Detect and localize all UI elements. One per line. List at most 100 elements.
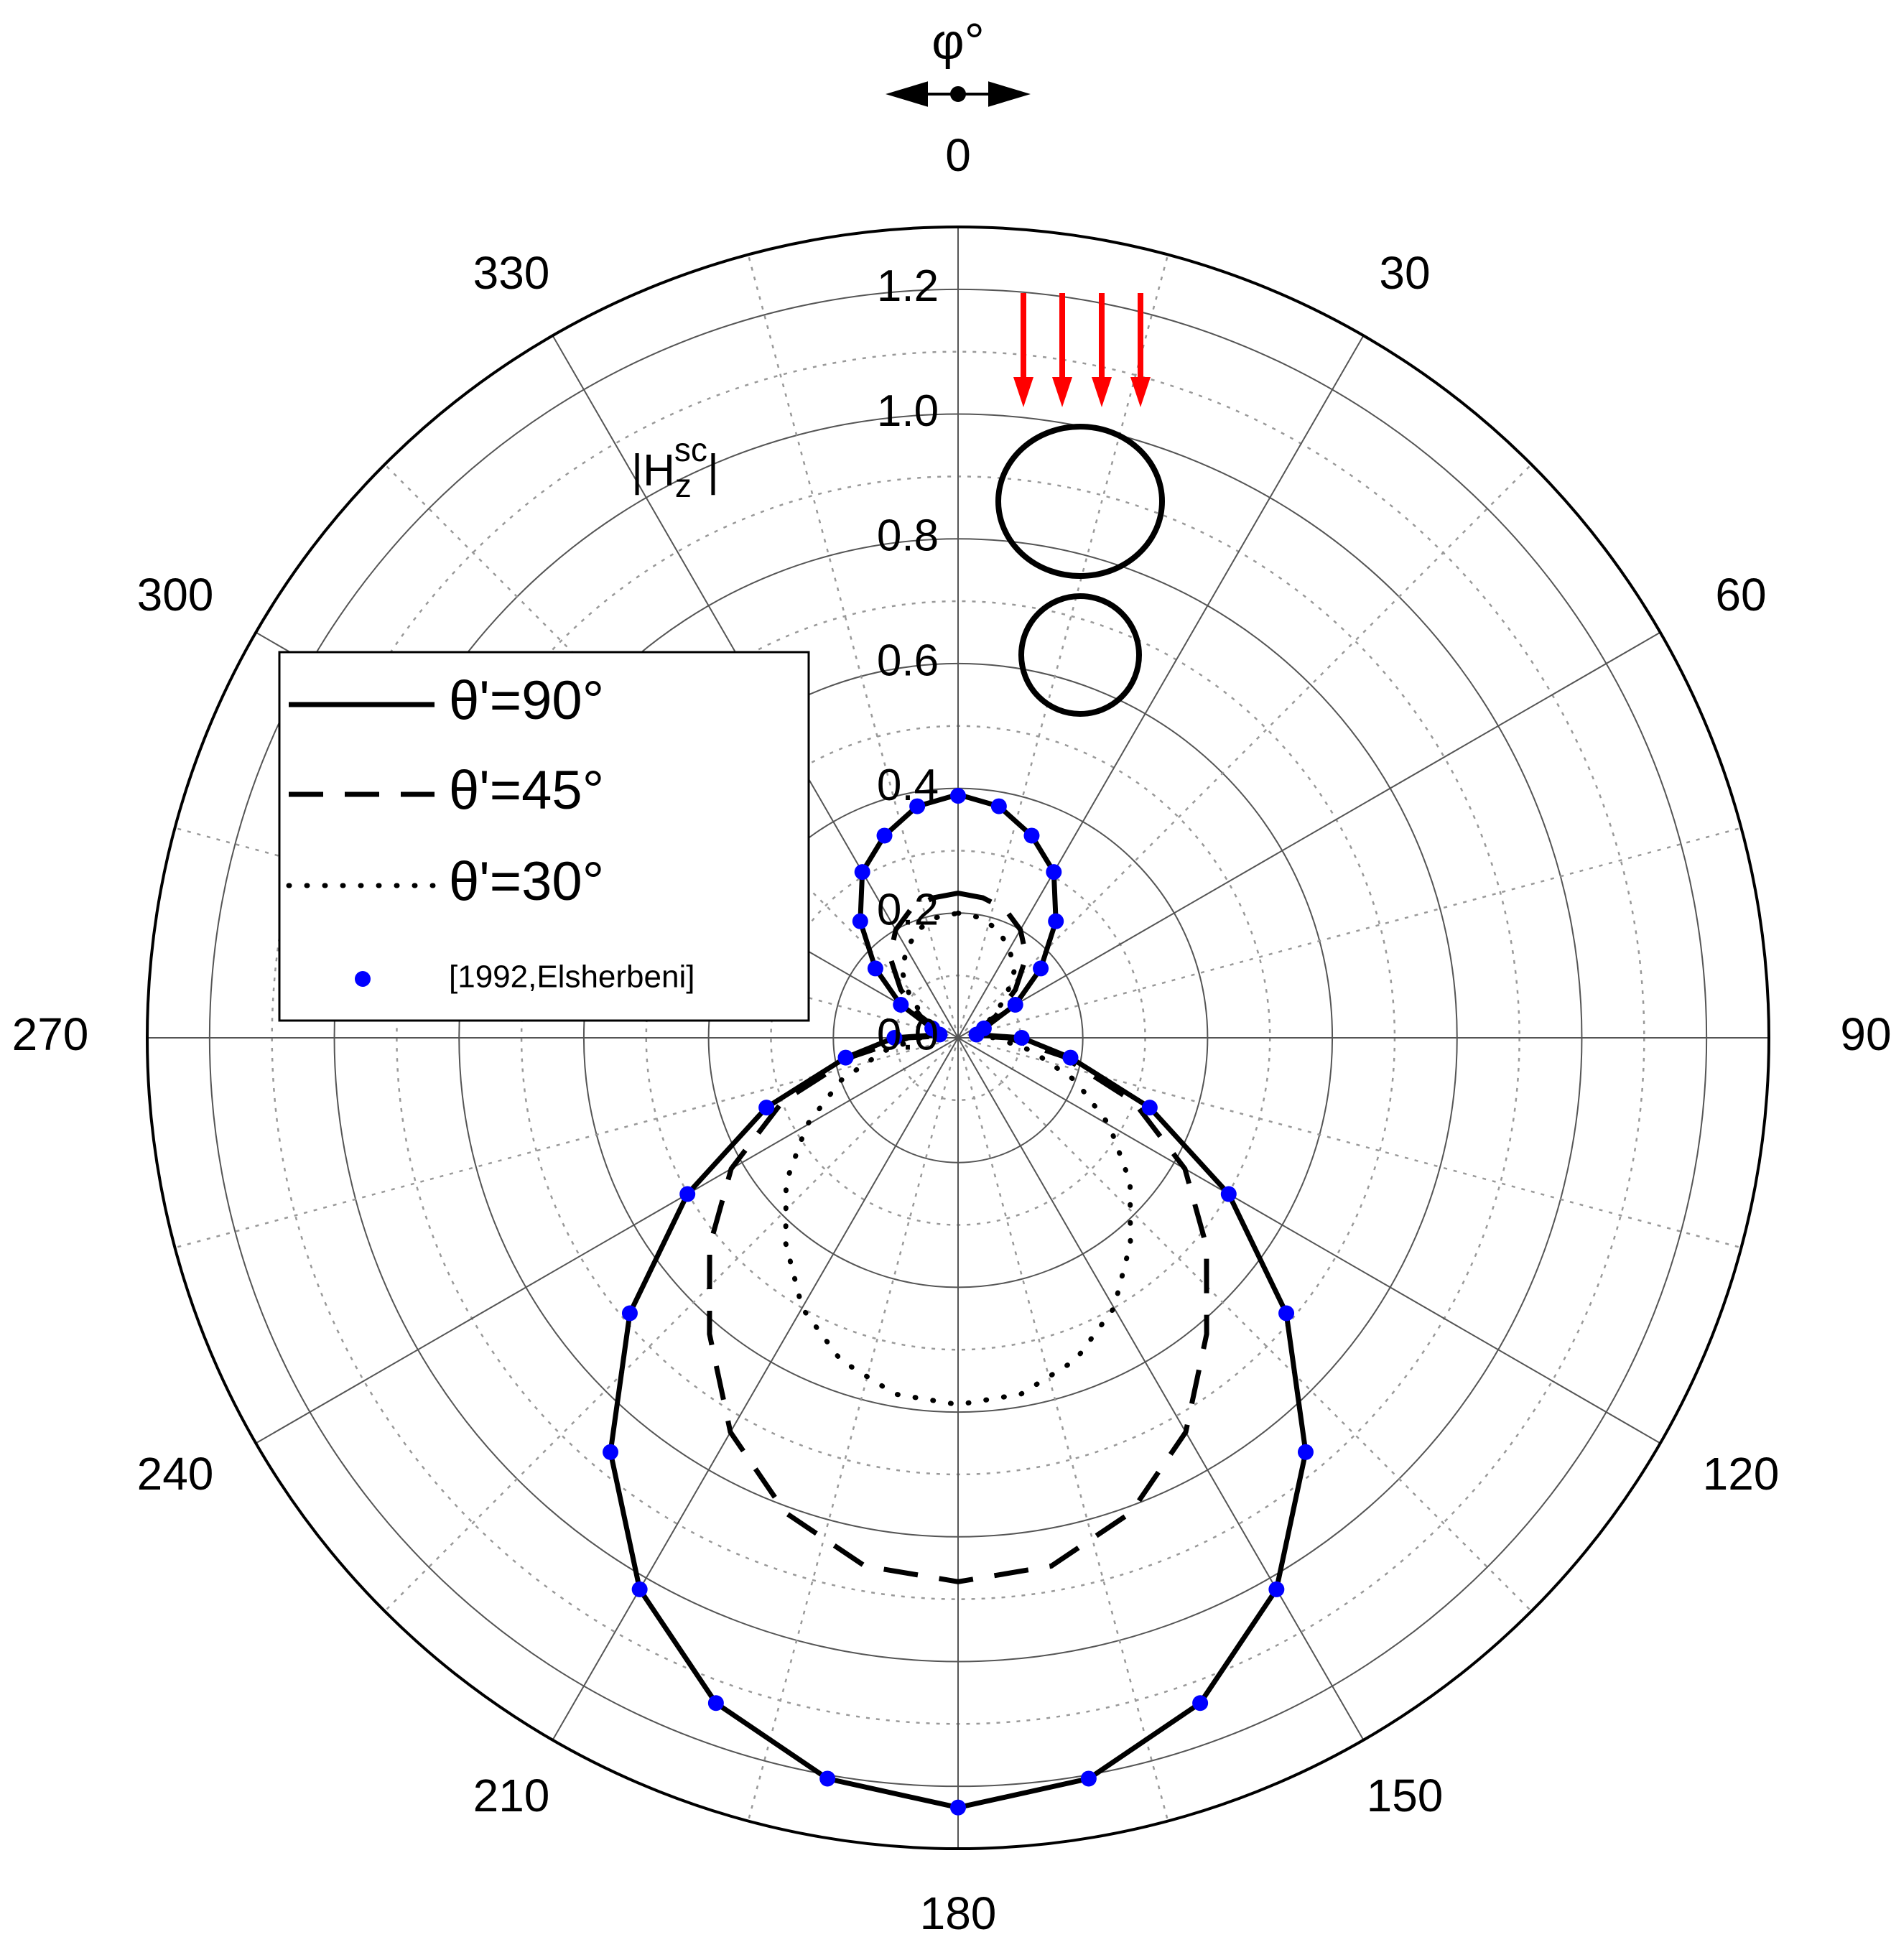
- data-point: [1046, 864, 1062, 881]
- scatterers: [995, 424, 1165, 717]
- series-line: [783, 910, 1133, 1408]
- data-point: [968, 1026, 985, 1043]
- data-point: [1278, 1305, 1295, 1322]
- data-point: [819, 1770, 836, 1787]
- arrow-head: [1092, 377, 1112, 407]
- data-point: [1033, 960, 1049, 977]
- chart-title: φ°: [931, 13, 984, 69]
- data-point: [854, 864, 870, 881]
- direction-symbol: [886, 81, 1031, 107]
- plot-area: [603, 788, 1314, 1816]
- data-point: [1268, 1581, 1285, 1597]
- data-point: [950, 1799, 966, 1816]
- r-tick-label: 0.4: [877, 761, 939, 810]
- grid-spoke: [957, 631, 1661, 1039]
- cylinder: [1018, 593, 1142, 717]
- data-point: [1062, 1049, 1079, 1066]
- data-point: [679, 1186, 696, 1202]
- arrow-head: [1130, 377, 1151, 407]
- r-label-sup: sc: [674, 431, 707, 468]
- data-point: [950, 788, 966, 804]
- theta-tick-label: 150: [1367, 1770, 1444, 1821]
- legend: θ'=90° θ'=45° θ'=30° [1992,Elsherbeni]: [278, 651, 810, 1022]
- r-tick-label: 0.2: [877, 886, 939, 935]
- minor-grid-spoke: [957, 1037, 1533, 1612]
- theta-tick-label: 180: [920, 1887, 997, 1939]
- theta-tick-label: 330: [473, 247, 550, 299]
- data-point: [867, 960, 883, 977]
- data-point: [621, 1305, 638, 1322]
- data-point: [603, 1444, 619, 1460]
- incident-wave: [1013, 293, 1151, 407]
- arrow-head: [1013, 377, 1033, 407]
- theta-tick-label: 210: [473, 1770, 550, 1821]
- legend-label: θ'=90°: [449, 670, 604, 731]
- data-point: [1080, 1770, 1097, 1787]
- legend-label: [1992,Elsherbeni]: [449, 960, 694, 995]
- r-tick-label: 0.8: [877, 511, 939, 561]
- outer-circle: [146, 226, 1770, 1850]
- theta-tick-label: 0: [945, 129, 971, 181]
- grid-spoke: [957, 335, 1365, 1039]
- r-tick-label: 0.6: [877, 636, 939, 685]
- minor-grid-spoke: [384, 1037, 959, 1612]
- theta-tick-label: 120: [1703, 1448, 1780, 1500]
- data-point: [837, 1049, 854, 1066]
- theta-tick-label: 30: [1379, 247, 1430, 299]
- data-point: [852, 913, 868, 929]
- legend-label: θ'=45°: [449, 760, 604, 821]
- data-point: [1013, 1030, 1030, 1046]
- data-point: [1023, 827, 1040, 844]
- data-point: [758, 1100, 775, 1116]
- minor-grid-spoke: [747, 254, 960, 1039]
- r-label-sub: z: [675, 467, 692, 504]
- cylinder: [995, 424, 1165, 579]
- minor-grid-spoke: [175, 1036, 959, 1249]
- data-point: [1192, 1695, 1209, 1711]
- arrow-head: [1052, 377, 1072, 407]
- legend-marker: [355, 971, 371, 987]
- theta-tick-label: 270: [12, 1008, 89, 1060]
- symbol-dot: [950, 86, 966, 102]
- data-point: [924, 1020, 941, 1036]
- minor-grid-spoke: [957, 827, 1742, 1039]
- data-point: [893, 996, 909, 1013]
- series-line: [707, 890, 1209, 1584]
- data-point: [1048, 913, 1064, 929]
- grid-spoke: [255, 1037, 959, 1444]
- theta-tick-label: 240: [137, 1448, 214, 1500]
- r-label-base: |H: [631, 446, 675, 496]
- grid-spoke: [552, 1037, 959, 1741]
- minor-grid-spoke: [747, 1037, 960, 1821]
- data-point: [1141, 1100, 1158, 1116]
- data-point: [1007, 996, 1023, 1013]
- r-label-end: |: [707, 446, 719, 496]
- data-point: [1220, 1186, 1237, 1202]
- data-point: [990, 798, 1007, 814]
- symbol-arrow: [988, 81, 1031, 107]
- minor-grid-spoke: [957, 463, 1533, 1039]
- grid: [146, 226, 1770, 1850]
- legend-box: [278, 651, 810, 1022]
- grid-spoke: [957, 1037, 1661, 1444]
- r-tick-label: 1.0: [877, 386, 939, 436]
- data-point: [909, 798, 926, 814]
- grid-spoke: [957, 1037, 1365, 1741]
- theta-tick-label: 60: [1715, 569, 1766, 621]
- r-axis-label: |Hzsc|: [631, 431, 719, 504]
- data-point: [631, 1581, 648, 1597]
- symbol-arrow: [886, 81, 928, 107]
- data-point: [886, 1030, 903, 1046]
- theta-tick-label: 300: [137, 569, 214, 621]
- data-point: [707, 1695, 724, 1711]
- data-point: [1297, 1444, 1314, 1460]
- minor-grid-spoke: [957, 1037, 1169, 1821]
- minor-grid-spoke: [957, 254, 1169, 1039]
- minor-grid-spoke: [957, 1036, 1742, 1249]
- legend-label: θ'=30°: [449, 851, 604, 912]
- r-tick-label: 0.0: [877, 1010, 939, 1059]
- theta-tick-label: 90: [1840, 1008, 1891, 1060]
- r-tick-label: 1.2: [877, 261, 939, 311]
- data-point: [876, 827, 893, 844]
